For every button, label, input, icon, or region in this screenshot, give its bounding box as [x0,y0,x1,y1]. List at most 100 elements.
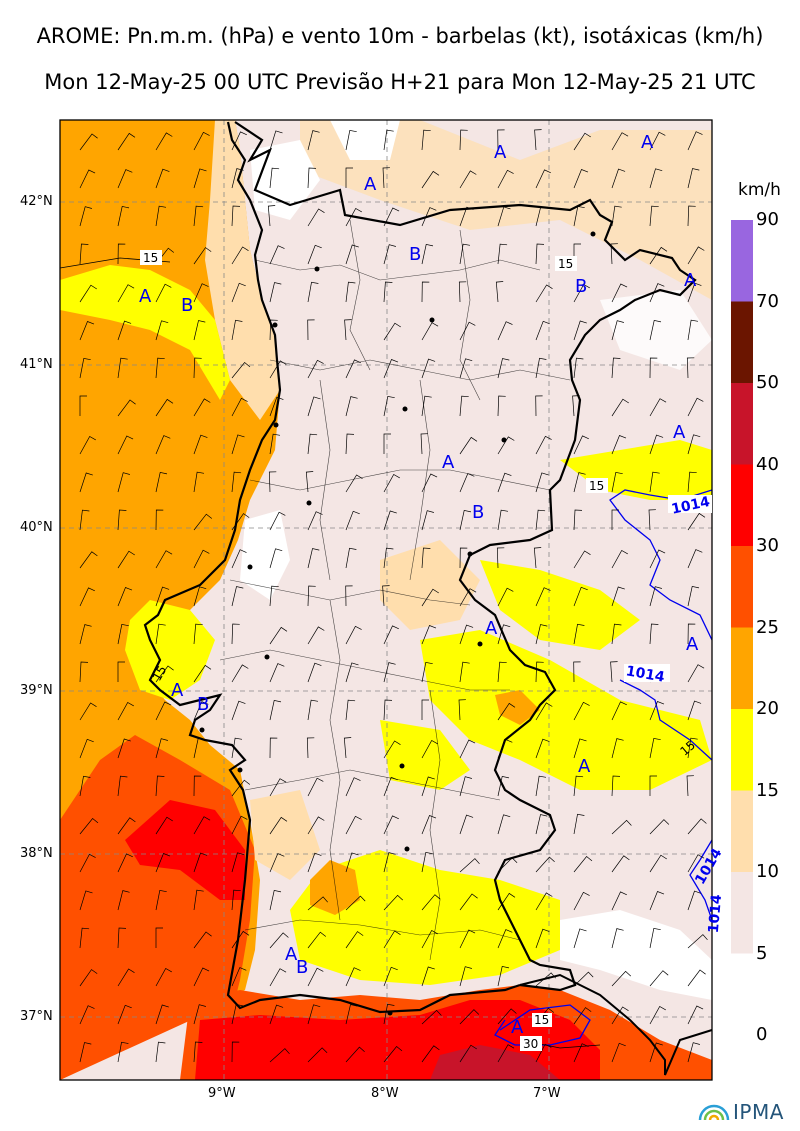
wind-barb [155,701,172,721]
wind-barb [573,1043,589,1063]
wind-barb [307,852,322,873]
wind-barb [420,433,428,455]
wind-barb [117,169,133,189]
lon-label: 9°W [208,1086,236,1101]
wind-barb [269,167,280,189]
wind-barb [497,169,514,189]
lat-label: 42°N [20,194,53,209]
wind-barb [79,1005,95,1025]
colorbar-level-label: 70 [756,290,779,312]
wind-barb [345,474,363,493]
wind-barb [343,737,352,759]
colorbar-segment [731,383,753,465]
wind-barb [573,738,587,759]
wind-barb [383,244,396,265]
wind-barb [155,927,163,948]
wind-barb [79,133,98,151]
wind-barb [307,433,318,455]
wind-barb [611,509,619,530]
wind-barb [687,397,704,417]
wind-barb [79,206,92,227]
wind-barb [345,662,359,683]
wind-barb [687,319,699,341]
wind-barb [383,395,395,417]
wind-barb [193,586,207,607]
isotach-label: 30 [523,1037,538,1051]
map-frame [59,119,713,1081]
wind-barb [345,129,357,151]
wind-barb [231,549,247,569]
wind-barb [611,435,627,455]
wind-barb [193,168,207,189]
wind-barb [572,395,580,417]
isotach-label: 15 [534,1013,549,1027]
wind-barb [269,932,289,949]
wind-barb [611,168,626,189]
low-pressure-marker: B [472,502,484,523]
wind-barb [649,737,661,759]
wind-barb [307,319,315,341]
wind-barb [269,360,287,379]
wind-barb [231,815,248,835]
wind-barb [611,1006,629,1025]
wind-barb [687,205,696,227]
isotach-label: 15 [143,251,158,265]
isobars [494,489,713,1046]
wind-barb [459,129,468,151]
wind-barb [193,664,212,683]
wind-barb [383,815,399,835]
wind-barb [497,587,514,607]
wind-barb [649,623,659,645]
wind-barb [383,740,401,759]
wind-barb [345,359,361,379]
wind-barb [611,550,628,569]
wind-barb [307,896,328,911]
lon-label: 8°W [371,1086,399,1101]
wind-barb [687,471,697,493]
wind-barb [193,889,204,911]
wind-barb [421,1045,440,1063]
wind-barb [421,815,437,835]
wind-barb [573,1007,592,1025]
wind-barb [345,433,355,455]
wind-barb [231,664,249,683]
wind-barb [611,471,623,493]
wind-barb [79,890,93,911]
wind-barb [535,856,555,873]
colorbar-level-label: 50 [756,372,779,393]
wind-barb [497,321,513,341]
wind-barb [497,929,513,949]
wind-barb [345,699,356,721]
wind-barb [155,968,172,987]
wind-barb [345,208,362,227]
wind-barb [345,1046,365,1063]
colorbar-level-label: 20 [756,698,779,719]
wind-barb [269,968,287,987]
isotach-label: 15 [150,663,170,683]
wind-barb [117,320,132,341]
high-pressure-marker: A [485,618,498,639]
wind-barb [231,1003,244,1025]
wind-barb [79,702,97,721]
wind-barb [459,206,474,227]
wind-barb [649,549,666,569]
wind-barb [497,472,512,493]
wind-barb [231,852,245,873]
wind-barb [307,359,324,379]
wind-barb [383,662,396,683]
wind-barb [421,129,431,151]
wind-barb [383,547,394,569]
wind-barb [383,510,397,531]
map-subtitle: Mon 12-May-25 00 UTC Previsão H+21 para … [44,70,756,94]
wind-barb [687,512,706,531]
wind-barb [573,435,589,455]
wind-barb [193,513,213,531]
wind-barb [307,1047,328,1063]
wind-barb [117,1041,129,1063]
wind-barb [117,1004,132,1025]
wind-barb [79,624,92,645]
wind-barb [344,319,352,341]
wind-barb [231,362,251,379]
wind-barb [269,816,288,835]
wind-barb [421,851,433,873]
